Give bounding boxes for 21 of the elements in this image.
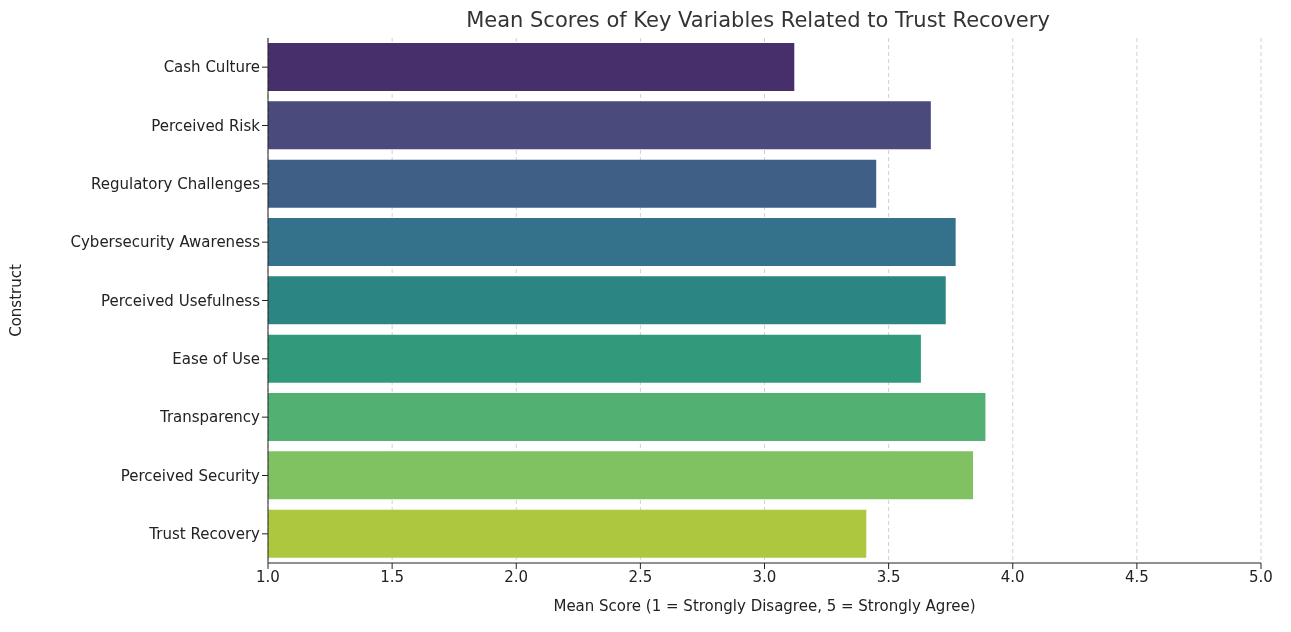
x-tick-label: 4.0 [1000,567,1025,586]
y-tick-label: Perceived Usefulness [101,291,261,310]
y-tick-label: Cash Culture [163,58,260,77]
x-tick-label: 1.5 [380,567,405,586]
y-tick-label: Cybersecurity Awareness [70,233,261,252]
x-tick-label: 2.0 [504,567,529,586]
x-tick-label: 3.5 [876,567,901,586]
y-tick-label: Trust Recovery [148,525,261,544]
x-tick-label: 3.0 [752,567,777,586]
y-tick-label: Regulatory Challenges [90,175,261,194]
x-tick-label: 1.0 [256,567,280,586]
y-tick-label: Ease of Use [172,350,260,369]
y-tick-label: Perceived Security [120,466,261,485]
x-tick-label: 5.0 [1249,567,1273,586]
chart-title: Mean Scores of Key Variables Related to Trust Recovery [465,8,1051,34]
y-axis-title: Construct [7,264,26,337]
y-tick-label: Perceived Risk [151,116,261,135]
x-tick-label: 2.5 [628,567,653,586]
x-axis-title: Mean Score (1 = Strongly Disagree, 5 = Strongly Agree) [553,597,976,615]
x-tick-label: 4.5 [1124,567,1149,586]
y-tick-label: Transparency [158,408,261,427]
